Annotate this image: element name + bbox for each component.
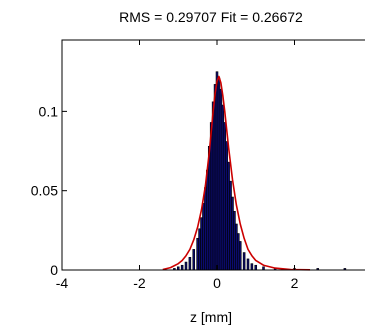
y-tick-label: 0.1 xyxy=(39,103,59,119)
x-tick-label: -2 xyxy=(133,275,146,291)
x-axis-label: z [mm] xyxy=(190,309,232,325)
chart-title: RMS = 0.29707 Fit = 0.26672 xyxy=(119,9,303,25)
histogram-bar xyxy=(246,258,250,271)
histogram-bar xyxy=(192,249,196,271)
histogram-bar xyxy=(238,241,242,271)
fit-curve-layer xyxy=(162,75,311,271)
bars-layer xyxy=(173,71,347,271)
y-axis: 0 0.05 0.1 xyxy=(31,103,67,278)
histogram-bar xyxy=(250,263,254,271)
histogram-bar xyxy=(180,264,184,271)
fit-curve xyxy=(162,75,311,271)
x-tick-label: -4 xyxy=(56,275,69,291)
histogram-bar xyxy=(184,261,188,271)
histogram-bar xyxy=(188,257,192,271)
x-axis: -4-2024 xyxy=(56,40,299,291)
x-tick-label: 2 xyxy=(291,275,299,291)
y-tick-label: 0.05 xyxy=(31,183,58,199)
x-tick-label: 0 xyxy=(213,275,221,291)
histogram-bar xyxy=(242,252,246,271)
y-tick-label: 0 xyxy=(50,262,58,278)
histogram-bar xyxy=(254,264,258,271)
